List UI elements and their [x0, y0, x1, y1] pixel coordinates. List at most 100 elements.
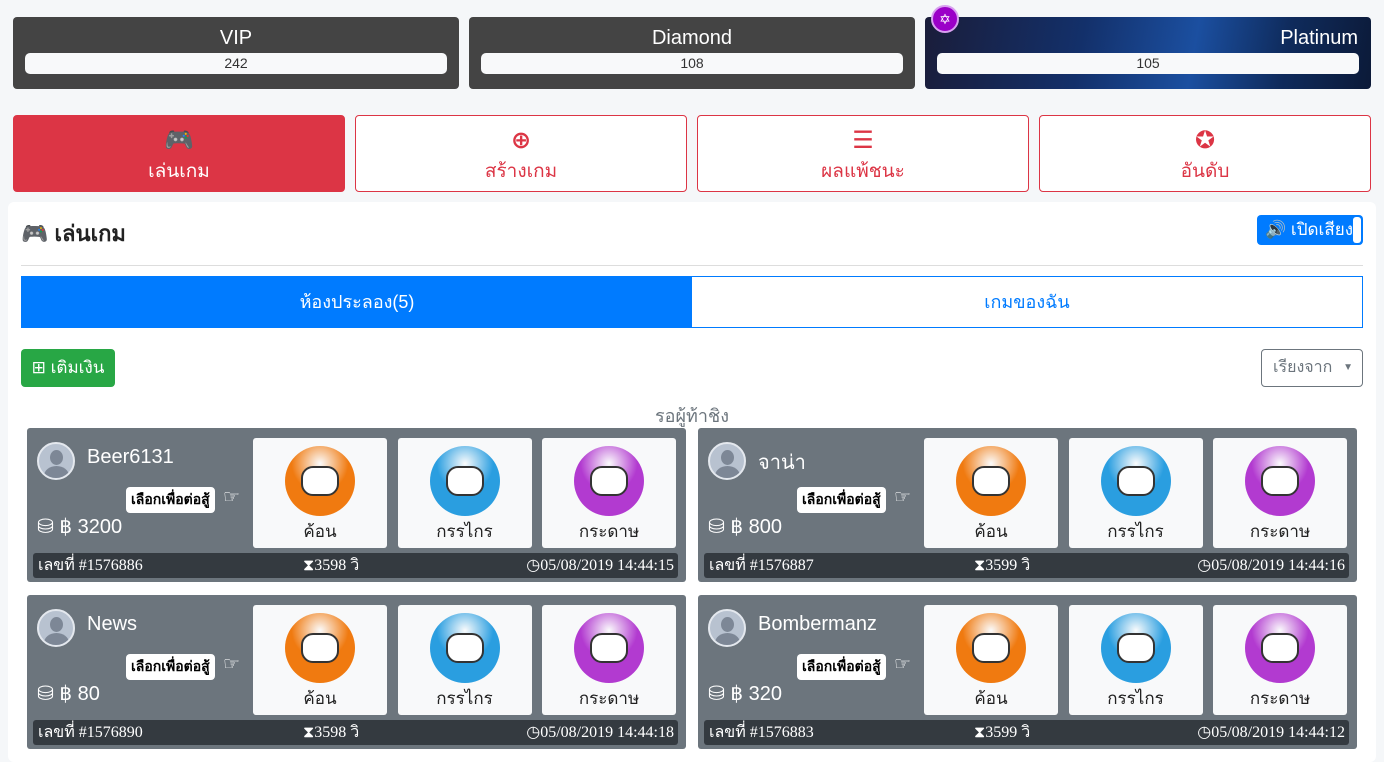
- hand-point-right-icon: ☞: [223, 487, 241, 508]
- platinum-badge-icon: ✡: [931, 5, 959, 33]
- username: Beer6131: [87, 446, 174, 468]
- tabs: ห้องประลอง(5) เกมของฉัน: [21, 276, 1363, 328]
- choice-0[interactable]: ค้อน: [924, 605, 1058, 715]
- choice-1[interactable]: กรรไกร: [1068, 438, 1203, 548]
- sort-dropdown[interactable]: เรียงจาก ▼: [1261, 349, 1363, 387]
- time-left: ⧗3598 วิ: [303, 553, 359, 578]
- choice-label: กรรไกร: [1107, 689, 1164, 708]
- hand-icon: [285, 613, 355, 683]
- hourglass-icon: ⧗: [974, 557, 986, 574]
- game-card: จาน่า เลือกเพื่อต่อสู้ ☞ ⛁ ฿ 800 ค้อน กรร…: [698, 428, 1357, 582]
- choice-1[interactable]: กรรไกร: [397, 605, 532, 715]
- time-left-text: 3599 วิ: [985, 724, 1031, 741]
- hand-icon: [285, 446, 355, 516]
- tab-arena[interactable]: ห้องประลอง(5): [22, 277, 692, 327]
- choice-2[interactable]: กระดาษ: [1213, 438, 1347, 548]
- choice-2[interactable]: กระดาษ: [542, 605, 676, 715]
- avatar: [37, 609, 75, 647]
- datetime-text: 05/08/2019 14:44:12: [1211, 724, 1345, 741]
- clock-icon: ◷: [526, 724, 541, 741]
- coins-icon: ⛁: [37, 516, 54, 538]
- time-left: ⧗3599 วิ: [974, 553, 1030, 578]
- hourglass-icon: ⧗: [303, 724, 315, 741]
- hand-shape: [972, 633, 1010, 663]
- plus-square-icon: ⊞: [31, 358, 46, 377]
- award-icon: ✪: [1194, 127, 1216, 154]
- choice-label: กระดาษ: [1249, 689, 1311, 708]
- datetime-text: 05/08/2019 14:44:16: [1211, 557, 1345, 574]
- game-number: เลขที่ #1576883: [709, 724, 814, 741]
- topup-button[interactable]: ⊞ เติมเงิน: [21, 349, 115, 387]
- sound-toggle-button[interactable]: 🔊 เปิดเสียง: [1257, 215, 1363, 245]
- nav-button-0[interactable]: 🎮 เล่นเกม: [13, 115, 345, 192]
- divider: [21, 265, 1363, 266]
- pick-to-fight-label: เลือกเพื่อต่อสู้: [797, 487, 886, 513]
- hand-shape: [972, 466, 1010, 496]
- hand-shape: [1261, 633, 1299, 663]
- game-card: News เลือกเพื่อต่อสู้ ☞ ⛁ ฿ 80 ค้อน กรรไก…: [27, 595, 686, 749]
- choice-2[interactable]: กระดาษ: [1213, 605, 1347, 715]
- choice-0[interactable]: ค้อน: [924, 438, 1058, 548]
- sort-label: เรียงจาก: [1273, 359, 1333, 376]
- clock-icon: ◷: [1197, 724, 1212, 741]
- time-left: ⧗3598 วิ: [303, 720, 359, 745]
- choice-0[interactable]: ค้อน: [253, 605, 387, 715]
- nav-button-3[interactable]: ✪ อันดับ: [1039, 115, 1371, 192]
- plus-circle-icon: ⊕: [510, 127, 532, 154]
- choice-2[interactable]: กระดาษ: [542, 438, 676, 548]
- game-number: เลขที่ #1576886: [38, 557, 143, 574]
- game-number: เลขที่ #1576890: [38, 724, 143, 741]
- tab-my-games[interactable]: เกมของฉัน: [984, 292, 1070, 312]
- choice-0[interactable]: ค้อน: [253, 438, 387, 548]
- hand-shape: [1116, 633, 1155, 663]
- time-left: ⧗3599 วิ: [974, 720, 1030, 745]
- hand-shape: [301, 466, 339, 496]
- nav-label: เล่นเกม: [148, 161, 210, 182]
- hand-icon: [574, 446, 644, 516]
- game-footer: เลขที่ #1576890 ⧗3598 วิ ◷05/08/2019 14:44…: [33, 720, 678, 745]
- hand-point-right-icon: ☞: [223, 654, 241, 675]
- amount-text: ฿ 800: [730, 516, 782, 538]
- choice-label: กระดาษ: [1249, 522, 1311, 541]
- hand-icon: [1100, 446, 1171, 516]
- choice-1[interactable]: กรรไกร: [397, 438, 532, 548]
- hand-point-right-icon: ☞: [894, 487, 912, 508]
- caret-down-icon: ▼: [1343, 362, 1353, 373]
- choice-label: กระดาษ: [578, 689, 640, 708]
- choice-label: กรรไกร: [436, 689, 493, 708]
- amount-text: ฿ 80: [59, 683, 100, 705]
- hand-icon: [956, 613, 1026, 683]
- hand-shape: [590, 633, 628, 663]
- game-number: เลขที่ #1576887: [709, 557, 814, 574]
- nav-label: อันดับ: [1180, 161, 1230, 182]
- choice-label: ค้อน: [974, 522, 1008, 541]
- hand-shape: [1261, 466, 1299, 496]
- hourglass-icon: ⧗: [974, 724, 986, 741]
- hand-icon: [956, 446, 1026, 516]
- hand-icon: [1245, 446, 1315, 516]
- choice-label: กรรไกร: [1107, 522, 1164, 541]
- hand-shape: [301, 633, 339, 663]
- gamepad-icon: 🎮: [164, 127, 194, 154]
- bet-amount: ⛁ ฿ 3200: [37, 514, 122, 539]
- bet-amount: ⛁ ฿ 80: [37, 681, 100, 706]
- clock-icon: ◷: [1197, 557, 1212, 574]
- tier-value: 108: [481, 53, 903, 74]
- nav-button-1[interactable]: ⊕ สร้างเกม: [355, 115, 687, 192]
- tier-platinum: Platinum 105: [925, 17, 1371, 89]
- amount-text: ฿ 3200: [59, 516, 123, 538]
- created-datetime: ◷05/08/2019 14:44:15: [526, 553, 674, 578]
- datetime-text: 05/08/2019 14:44:15: [540, 557, 674, 574]
- choice-label: กรรไกร: [436, 522, 493, 541]
- pick-to-fight-label: เลือกเพื่อต่อสู้: [797, 654, 886, 680]
- created-datetime: ◷05/08/2019 14:44:16: [1197, 553, 1345, 578]
- nav-button-2[interactable]: ☰ ผลแพ้ชนะ: [697, 115, 1029, 192]
- hand-icon: [574, 613, 644, 683]
- game-card: Beer6131 เลือกเพื่อต่อสู้ ☞ ⛁ ฿ 3200 ค้อ…: [27, 428, 686, 582]
- choice-1[interactable]: กรรไกร: [1068, 605, 1203, 715]
- sound-label: เปิดเสียง: [1290, 220, 1353, 239]
- game-footer: เลขที่ #1576886 ⧗3598 วิ ◷05/08/2019 14:44…: [33, 553, 678, 578]
- hand-shape: [1116, 466, 1155, 496]
- tier-name: Diamond: [651, 27, 733, 49]
- bet-amount: ⛁ ฿ 800: [708, 514, 782, 539]
